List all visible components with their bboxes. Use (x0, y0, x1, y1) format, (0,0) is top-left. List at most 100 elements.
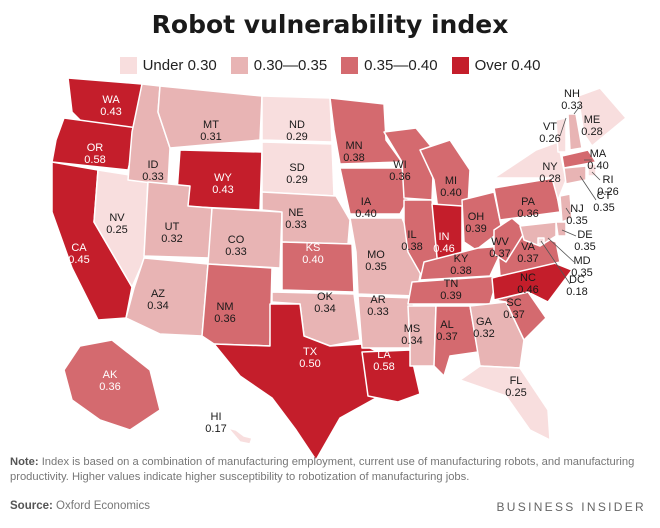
leader-line (547, 237, 575, 263)
state-value-label: 0.40 (302, 254, 323, 266)
footnote: Note: Index is based on a combination of… (10, 455, 650, 485)
state-value-label: 0.33 (225, 246, 246, 258)
state-pa (493, 177, 561, 221)
state-abbr-label: CO (228, 234, 245, 246)
state-abbr-label: MI (445, 175, 457, 187)
legend-item-over-040: Over 0.40 (451, 57, 541, 74)
legend-swatch (451, 57, 469, 74)
leader-line (559, 117, 567, 137)
state-abbr-label: FL (510, 375, 523, 387)
legend-label: Under 0.30 (142, 57, 217, 74)
state-abbr-label: AR (370, 294, 385, 306)
source-label: Source: (10, 500, 53, 512)
state-abbr-label: MA (590, 148, 607, 160)
source-text: Oxford Economics (52, 500, 150, 512)
legend-label: Over 0.40 (474, 57, 541, 74)
state-abbr-label: KS (306, 242, 321, 254)
state-value-label: 0.37 (517, 253, 538, 265)
state-value-label: 0.35 (365, 261, 386, 273)
state-value-label: 0.36 (389, 171, 410, 183)
leader-line (561, 229, 577, 237)
state-abbr-label: NJ (570, 203, 583, 215)
state-md (519, 221, 557, 247)
leader-line (565, 207, 571, 215)
state-abbr-label: IN (439, 231, 450, 243)
state-abbr-label: KY (454, 253, 469, 265)
leader-line (573, 105, 581, 115)
state-abbr-label: IL (407, 229, 416, 241)
state-value-label: 0.45 (68, 254, 89, 266)
legend-label: 0.30—0.35 (253, 57, 328, 74)
legend-item-under-030: Under 0.30 (119, 57, 217, 74)
state-nh (567, 113, 583, 151)
state-abbr-label: WY (214, 172, 232, 184)
legend-swatch (230, 57, 248, 74)
state-abbr-label: CA (71, 242, 87, 254)
state-value-label: 0.33 (367, 306, 388, 318)
state-abbr-label: RI (603, 174, 614, 186)
state-value-label: 0.34 (401, 335, 422, 347)
state-ga (469, 301, 525, 369)
leader-line (540, 240, 571, 285)
state-mt (157, 85, 263, 149)
state-abbr-label: LA (377, 349, 391, 361)
state-oh (461, 191, 503, 251)
state-abbr-label: NH (564, 88, 580, 100)
note-label: Note: (10, 456, 39, 468)
state-abbr-label: ND (289, 119, 305, 131)
state-abbr-label: ME (584, 114, 601, 126)
state-value-label: 0.34 (147, 300, 168, 312)
state-abbr-label: MS (404, 323, 421, 335)
state-value-label: 0.46 (517, 284, 538, 296)
state-nm (201, 263, 273, 347)
state-value-label: 0.36 (99, 381, 120, 393)
state-value-label: 0.35 (571, 267, 592, 279)
state-value-label: 0.35 (566, 215, 587, 227)
state-abbr-label: PA (521, 196, 536, 208)
state-value-label: 0.58 (373, 361, 394, 373)
brand-logo: BUSINESS INSIDER (496, 500, 646, 514)
state-value-label: 0.29 (286, 174, 307, 186)
state-abbr-label: WI (393, 159, 406, 171)
state-abbr-label: NE (288, 207, 303, 219)
state-ct (563, 165, 587, 185)
legend-label: 0.35—0.40 (364, 57, 438, 74)
state-abbr-label: CT (597, 190, 612, 202)
state-abbr-label: MT (203, 119, 219, 131)
state-value-label: 0.43 (100, 106, 121, 118)
state-value-label: 0.39 (440, 290, 461, 302)
state-fl (459, 365, 551, 441)
state-hi (227, 427, 253, 445)
legend-item-035-040: 0.35—0.40 (341, 57, 438, 74)
state-value-label: 0.29 (286, 131, 307, 143)
state-value-label: 0.36 (517, 208, 538, 220)
state-value-label: 0.43 (212, 184, 233, 196)
state-value-label: 0.46 (433, 243, 454, 255)
state-abbr-label: SC (506, 297, 521, 309)
state-value-label: 0.58 (84, 154, 105, 166)
state-value-label: 0.26 (597, 186, 618, 198)
state-abbr-label: AK (103, 369, 118, 381)
state-abbr-label: NM (216, 301, 233, 313)
state-value-label: 0.33 (285, 219, 306, 231)
leader-line (579, 175, 597, 201)
state-abbr-label: IA (361, 196, 372, 208)
state-abbr-label: MO (367, 249, 385, 261)
legend-item-030-035: 0.30—0.35 (230, 57, 328, 74)
state-value-label: 0.38 (343, 152, 364, 164)
state-abbr-label: UT (165, 221, 180, 233)
state-abbr-label: DE (577, 229, 592, 241)
state-value-label: 0.40 (587, 160, 608, 172)
state-abbr-label: AZ (151, 288, 165, 300)
state-value-label: 0.34 (314, 303, 335, 315)
state-abbr-label: NY (542, 161, 558, 173)
state-value-label: 0.32 (473, 328, 494, 340)
state-value-label: 0.39 (465, 223, 486, 235)
state-abbr-label: WA (102, 94, 120, 106)
state-abbr-label: OH (468, 211, 485, 223)
state-value-label: 0.37 (436, 331, 457, 343)
state-ak (63, 339, 161, 431)
state-abbr-label: VA (521, 241, 536, 253)
state-abbr-label: VT (543, 121, 557, 133)
note-text: Index is based on a combination of manuf… (10, 456, 635, 483)
